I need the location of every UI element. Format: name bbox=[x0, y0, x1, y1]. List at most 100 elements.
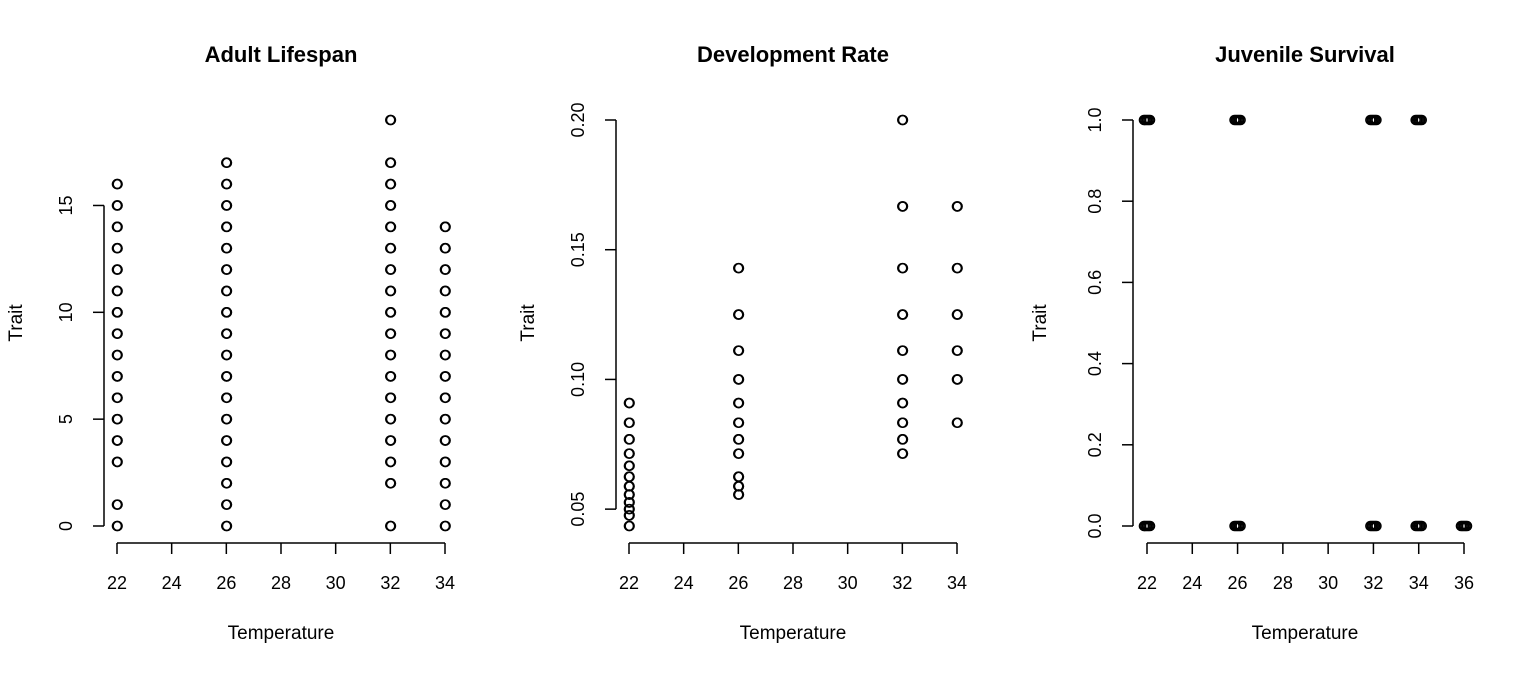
data-point bbox=[440, 413, 451, 425]
data-point bbox=[221, 456, 233, 468]
data-point bbox=[385, 371, 397, 382]
y-tick-label: 0.8 bbox=[1085, 189, 1105, 214]
panel-1: Adult Lifespan Temperature Trait 22 24 26 28 30… bbox=[6, 42, 455, 644]
data-point bbox=[221, 157, 233, 169]
data-point bbox=[112, 371, 123, 382]
data-point bbox=[1235, 520, 1246, 532]
x-tick-label: 26 bbox=[1228, 573, 1248, 593]
data-point bbox=[1416, 114, 1428, 126]
data-point bbox=[897, 397, 909, 409]
data-point bbox=[221, 413, 233, 425]
x-tick-label: 28 bbox=[1273, 573, 1293, 593]
x-tick-label: 22 bbox=[107, 573, 127, 593]
x-tick-label: 22 bbox=[619, 573, 639, 593]
data-point bbox=[897, 417, 909, 429]
x-tick-label: 34 bbox=[435, 573, 455, 593]
data-point bbox=[221, 328, 233, 339]
data-point bbox=[385, 264, 397, 275]
data-point bbox=[624, 417, 635, 429]
y-axis-label: Trait bbox=[518, 304, 539, 342]
data-point bbox=[440, 499, 451, 510]
y-tick-label: 0 bbox=[56, 521, 76, 531]
data-point bbox=[221, 435, 233, 446]
data-point bbox=[952, 374, 963, 385]
data-point bbox=[624, 520, 635, 532]
data-point bbox=[221, 200, 233, 211]
data-point bbox=[385, 307, 397, 318]
data-point bbox=[733, 434, 745, 445]
data-point bbox=[440, 242, 451, 254]
y-tick-label: 0.0 bbox=[1085, 513, 1105, 538]
data-point bbox=[221, 349, 233, 361]
y-tick-label: 5 bbox=[56, 414, 76, 424]
data-point bbox=[385, 413, 397, 425]
data-point bbox=[385, 435, 397, 446]
data-point bbox=[897, 201, 909, 212]
data-point bbox=[440, 392, 451, 404]
data-point bbox=[112, 221, 123, 233]
data-point bbox=[733, 262, 745, 274]
y-tick-label: 0.20 bbox=[568, 102, 588, 137]
data-point bbox=[1416, 520, 1428, 532]
panel-title: Adult Lifespan bbox=[205, 42, 358, 67]
x-tick-label: 30 bbox=[838, 573, 858, 593]
data-point bbox=[112, 307, 123, 318]
data-point bbox=[897, 345, 909, 356]
data-point bbox=[952, 417, 963, 429]
x-tick-label: 30 bbox=[326, 573, 346, 593]
data-point bbox=[624, 503, 635, 515]
data-point bbox=[385, 520, 397, 532]
x-tick-label: 32 bbox=[380, 573, 400, 593]
data-point bbox=[733, 309, 745, 320]
data-point bbox=[440, 456, 451, 468]
x-tick-label: 22 bbox=[1137, 573, 1157, 593]
data-point bbox=[624, 471, 635, 483]
data-point bbox=[624, 434, 635, 445]
data-point bbox=[385, 456, 397, 468]
y-tick-label: 1.0 bbox=[1085, 107, 1105, 132]
panel-title: Juvenile Survival bbox=[1215, 42, 1395, 67]
data-point bbox=[112, 328, 123, 339]
data-point bbox=[112, 435, 123, 446]
data-point bbox=[385, 221, 397, 233]
data-point bbox=[112, 349, 123, 361]
data-point bbox=[112, 200, 123, 211]
x-tick-label: 24 bbox=[1182, 573, 1202, 593]
data-point bbox=[1371, 114, 1382, 126]
data-point bbox=[952, 309, 963, 320]
data-point bbox=[385, 157, 397, 169]
y-tick-label: 0.10 bbox=[568, 362, 588, 397]
x-tick-label: 28 bbox=[271, 573, 291, 593]
data-point bbox=[440, 349, 451, 361]
x-tick-label: 28 bbox=[783, 573, 803, 593]
data-point bbox=[112, 413, 123, 425]
data-point bbox=[1144, 114, 1156, 126]
data-point bbox=[385, 477, 397, 489]
data-point bbox=[385, 349, 397, 361]
y-tick-label: 0.2 bbox=[1085, 432, 1105, 457]
data-point bbox=[897, 374, 909, 385]
data-point bbox=[897, 309, 909, 320]
x-tick-label: 24 bbox=[674, 573, 694, 593]
data-point bbox=[440, 285, 451, 297]
y-tick-label: 0.05 bbox=[568, 492, 588, 527]
x-tick-label: 26 bbox=[216, 573, 236, 593]
data-point bbox=[897, 434, 909, 445]
data-point bbox=[952, 345, 963, 356]
data-point bbox=[624, 497, 635, 508]
data-point bbox=[440, 328, 451, 339]
panel-title: Development Rate bbox=[697, 42, 889, 67]
data-point bbox=[733, 448, 745, 459]
data-point bbox=[221, 242, 233, 254]
data-point bbox=[221, 221, 233, 233]
data-point bbox=[624, 448, 635, 459]
data-point bbox=[112, 264, 123, 275]
y-axis-label: Trait bbox=[1030, 304, 1051, 342]
data-point bbox=[221, 520, 233, 532]
data-point bbox=[112, 456, 123, 468]
data-point bbox=[221, 499, 233, 510]
data-point bbox=[1461, 520, 1473, 532]
data-point bbox=[112, 499, 123, 510]
data-point bbox=[897, 262, 909, 274]
